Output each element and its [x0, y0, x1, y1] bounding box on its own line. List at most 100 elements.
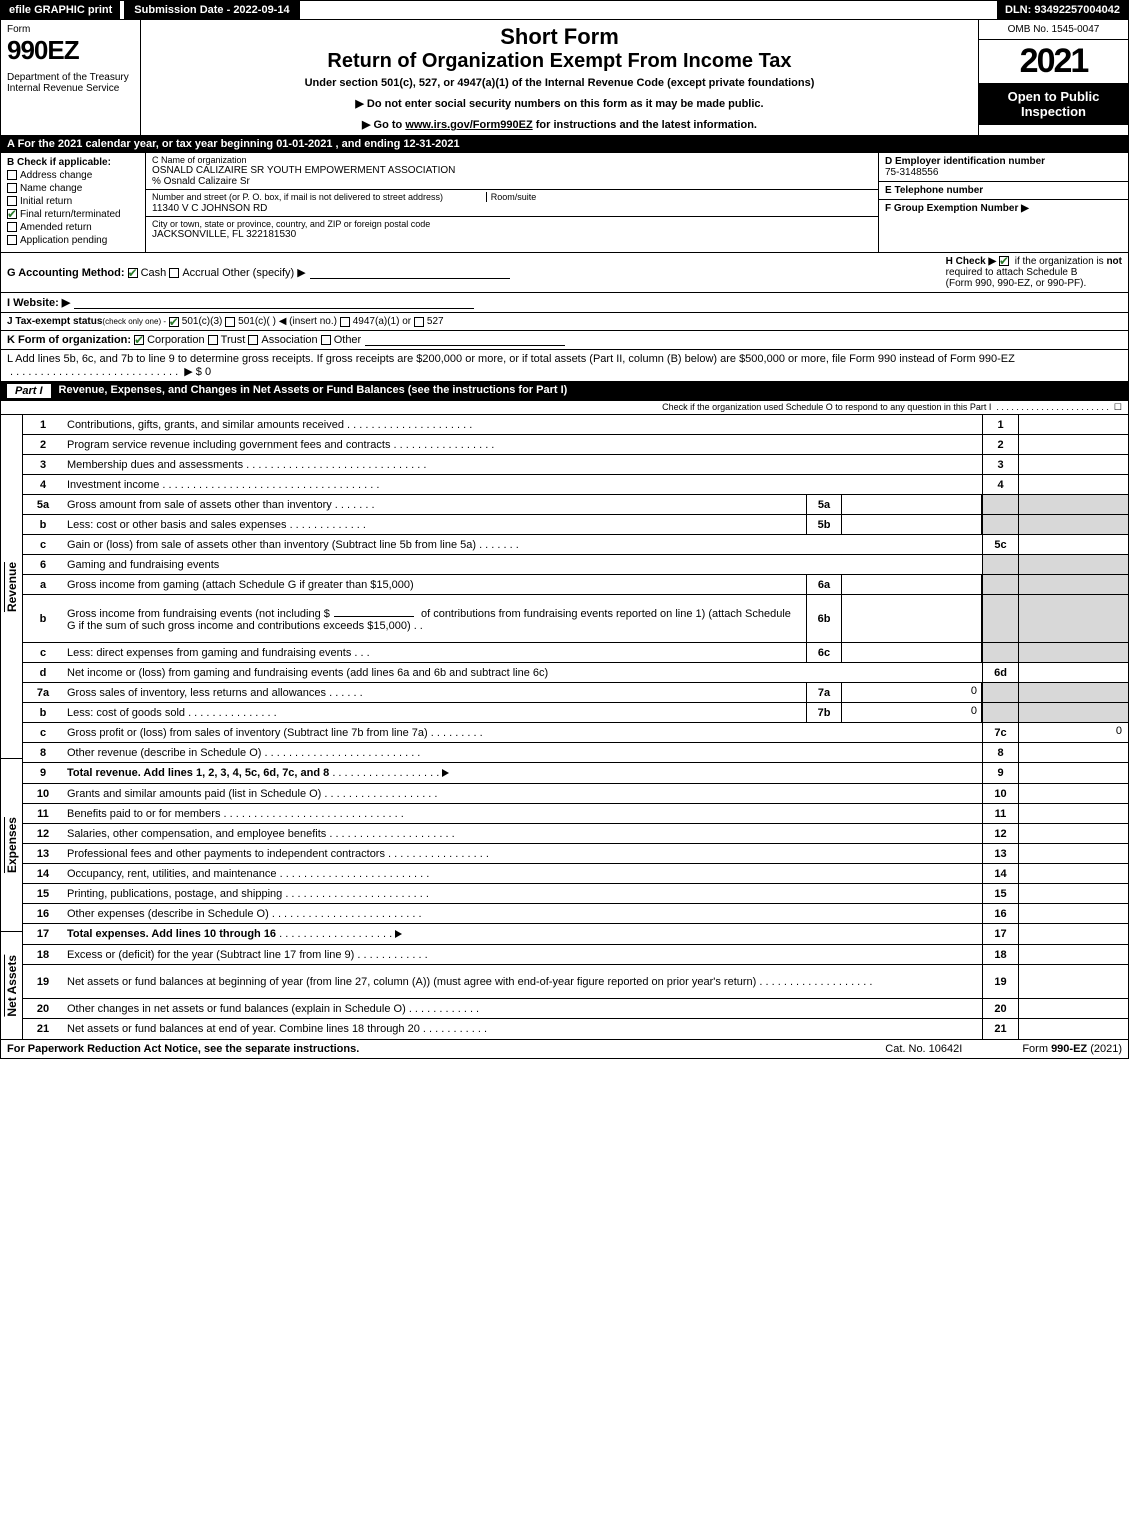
ln-1: 1 — [23, 417, 63, 433]
ln-7b-desc: Less: cost of goods sold — [67, 707, 185, 719]
line-10: 10Grants and similar amounts paid (list … — [23, 784, 1128, 804]
h-e: (Form 990, 990-EZ, or 990-PF). — [946, 278, 1087, 289]
j-pre: J Tax-exempt status — [7, 316, 102, 327]
checkbox-icon[interactable] — [340, 317, 350, 327]
ln-6a-desc: Gross income from gaming (attach Schedul… — [67, 579, 414, 591]
ln-2-val — [1018, 435, 1128, 454]
ln-7b-mv: 0 — [842, 703, 982, 722]
efile-label[interactable]: efile GRAPHIC print — [1, 1, 120, 19]
row-l: L Add lines 5b, 6c, and 7b to line 9 to … — [0, 350, 1129, 382]
line-6b: bGross income from fundraising events (n… — [23, 595, 1128, 643]
ln-7c-val: 0 — [1018, 723, 1128, 742]
footer-right: Form Form 990-EZ (2021)990-EZ (2021) — [1022, 1043, 1122, 1055]
ln-19-val — [1018, 965, 1128, 998]
checkbox-icon[interactable] — [7, 170, 17, 180]
ln-6c-rn — [982, 643, 1018, 662]
footer-left: For Paperwork Reduction Act Notice, see … — [7, 1043, 359, 1055]
title-return: Return of Organization Exempt From Incom… — [149, 50, 970, 73]
col-def: D Employer identification number 75-3148… — [878, 153, 1128, 252]
ln-7c-desc: Gross profit or (loss) from sales of inv… — [67, 727, 428, 739]
g-cash: Cash — [141, 267, 167, 279]
line-16: 16Other expenses (describe in Schedule O… — [23, 904, 1128, 924]
ln-10-val — [1018, 784, 1128, 803]
b-item-3[interactable]: Final return/terminated — [7, 209, 139, 220]
ln-5a-rn — [982, 495, 1018, 514]
k-other-blank[interactable] — [365, 334, 565, 346]
k-d: Other — [334, 334, 362, 346]
footer-mid: Cat. No. 10642I — [885, 1043, 962, 1055]
j-c: 4947(a)(1) or — [353, 316, 411, 327]
b-item-2-txt: Initial return — [20, 196, 72, 207]
checkbox-icon[interactable] — [7, 209, 17, 219]
ln-6c-desc: Less: direct expenses from gaming and fu… — [67, 647, 351, 659]
ln-5a-mv — [842, 495, 982, 514]
b-item-0[interactable]: Address change — [7, 170, 139, 181]
ln-13-val — [1018, 844, 1128, 863]
ln-16-rn: 16 — [982, 904, 1018, 923]
ln-19: 19 — [23, 974, 63, 990]
checkbox-icon[interactable] — [225, 317, 235, 327]
row-a: A For the 2021 calendar year, or tax yea… — [0, 136, 1129, 153]
ln-6a: a — [23, 577, 63, 593]
irs-link[interactable]: www.irs.gov/Form990EZ — [405, 119, 532, 131]
checkbox-icon[interactable] — [7, 183, 17, 193]
ln-2-desc: Program service revenue including govern… — [67, 439, 390, 451]
city-state-zip: JACKSONVILLE, FL 322181530 — [152, 229, 872, 240]
b-item-1[interactable]: Name change — [7, 183, 139, 194]
header-right: OMB No. 1545-0047 2021 Open to Public In… — [978, 20, 1128, 135]
ln-18-val — [1018, 945, 1128, 964]
ln-4-desc: Investment income — [67, 479, 159, 491]
e-row: E Telephone number — [879, 182, 1128, 200]
checkbox-icon[interactable] — [169, 268, 179, 278]
ln-5b: b — [23, 517, 63, 533]
ln-5c-val — [1018, 535, 1128, 554]
b-item-5-txt: Application pending — [20, 235, 107, 246]
ln-5a-desc: Gross amount from sale of assets other t… — [67, 499, 332, 511]
ln-15: 15 — [23, 886, 63, 902]
k-a: Corporation — [147, 334, 204, 346]
ln-9-val — [1018, 763, 1128, 783]
ln-13: 13 — [23, 846, 63, 862]
checkbox-icon[interactable] — [7, 235, 17, 245]
note-link: ▶ Go to www.irs.gov/Form990EZ for instru… — [149, 118, 970, 131]
ln-17-val — [1018, 924, 1128, 944]
checkbox-icon[interactable] — [169, 317, 179, 327]
ln-5b-desc: Less: cost or other basis and sales expe… — [67, 519, 287, 531]
ln-7b-mn: 7b — [806, 703, 842, 722]
row-gh: G Accounting Method: Cash Accrual Other … — [0, 253, 1129, 293]
checkbox-icon[interactable] — [208, 335, 218, 345]
main-table: Revenue Expenses Net Assets 1Contributio… — [0, 415, 1129, 1040]
ln-19-rn: 19 — [982, 965, 1018, 998]
line-5c: cGain or (loss) from sale of assets othe… — [23, 535, 1128, 555]
line-17: 17Total expenses. Add lines 10 through 1… — [23, 924, 1128, 944]
checkbox-icon[interactable] — [414, 317, 424, 327]
checkbox-icon[interactable] — [128, 268, 138, 278]
part1-title: Revenue, Expenses, and Changes in Net As… — [59, 384, 568, 398]
website-blank[interactable] — [74, 297, 474, 309]
ln-5a-val — [1018, 495, 1128, 514]
ln-3-val — [1018, 455, 1128, 474]
ln-7c: c — [23, 725, 63, 741]
ln-7b-val — [1018, 703, 1128, 722]
col-b: B Check if applicable: Address change Na… — [1, 153, 146, 252]
b-item-4[interactable]: Amended return — [7, 222, 139, 233]
part1-sub-chk[interactable]: ☐ — [1114, 402, 1122, 412]
checkbox-icon[interactable] — [999, 256, 1009, 266]
h-b: if the organization is — [1015, 256, 1104, 267]
g-other-blank[interactable] — [310, 267, 510, 279]
ln-6b-blank[interactable] — [334, 605, 414, 617]
ln-14-rn: 14 — [982, 864, 1018, 883]
l-amt: ▶ $ 0 — [184, 366, 211, 378]
line-6c: cLess: direct expenses from gaming and f… — [23, 643, 1128, 663]
checkbox-icon[interactable] — [321, 335, 331, 345]
b-item-5[interactable]: Application pending — [7, 235, 139, 246]
checkbox-icon[interactable] — [7, 222, 17, 232]
line-13: 13Professional fees and other payments t… — [23, 844, 1128, 864]
checkbox-icon[interactable] — [248, 335, 258, 345]
checkbox-icon[interactable] — [134, 335, 144, 345]
e-lbl: E Telephone number — [885, 185, 1122, 196]
b-item-2[interactable]: Initial return — [7, 196, 139, 207]
ln-7b: b — [23, 705, 63, 721]
ln-6b-mn: 6b — [806, 595, 842, 642]
checkbox-icon[interactable] — [7, 196, 17, 206]
